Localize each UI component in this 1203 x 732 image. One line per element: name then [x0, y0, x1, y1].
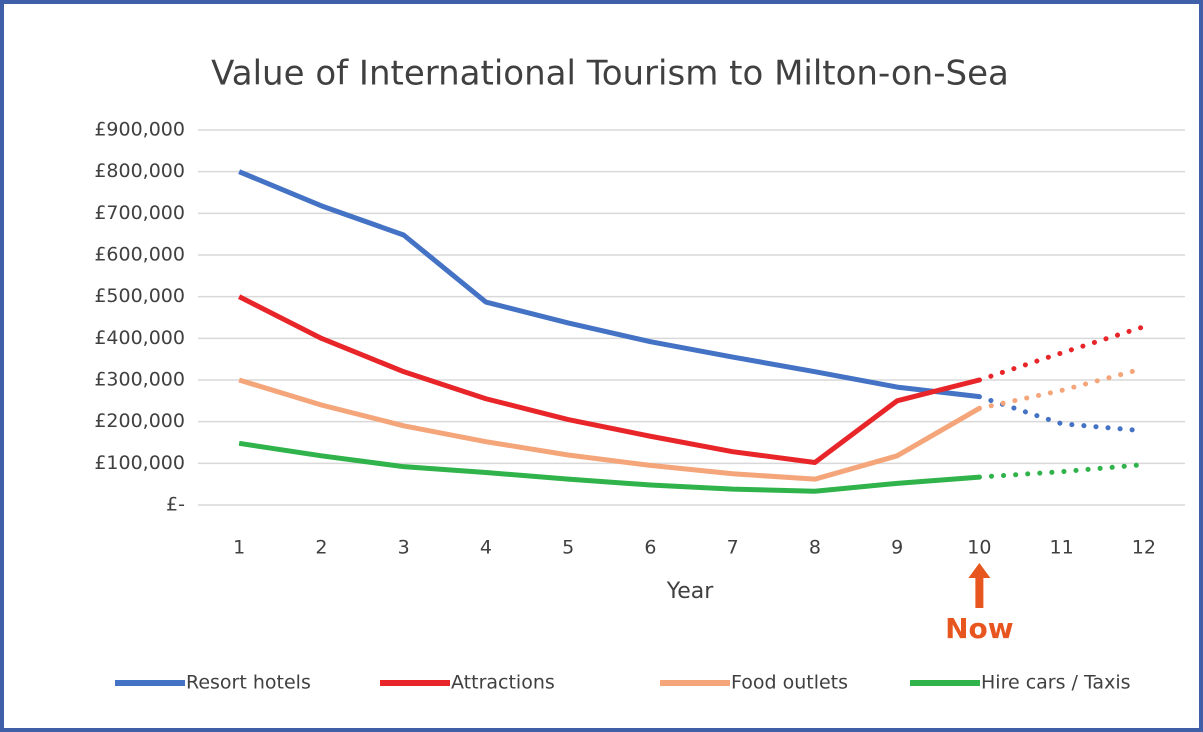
projected-line — [976, 462, 1147, 480]
x-tick-label: 7 — [727, 537, 739, 559]
annotation-arrow — [968, 563, 991, 608]
line — [238, 440, 980, 494]
legend-label: Resort hotels — [186, 672, 311, 694]
projected-line — [976, 394, 1147, 434]
x-tick-label: 8 — [809, 537, 821, 559]
x-tick-label: 12 — [1132, 537, 1156, 559]
legend-label: Attractions — [451, 672, 555, 694]
y-tick-label: £900,000 — [94, 119, 185, 141]
x-tick-label: 4 — [480, 537, 492, 559]
line — [237, 294, 980, 465]
y-tick-label: £100,000 — [94, 452, 185, 474]
chart-title: Value of International Tourism to Milton… — [211, 54, 1009, 94]
x-tick-label: 1 — [233, 537, 245, 559]
x-tick-label: 6 — [644, 537, 656, 559]
projected-line — [976, 365, 1147, 411]
y-tick-label: £500,000 — [94, 285, 185, 307]
x-tick-label: 3 — [398, 537, 410, 559]
x-tick-label: 11 — [1050, 537, 1074, 559]
x-tick-label: 5 — [562, 537, 574, 559]
y-tick-label: £300,000 — [94, 369, 185, 391]
projected-line — [976, 324, 1147, 383]
y-tick-label: £400,000 — [94, 327, 185, 349]
y-tick-label: £200,000 — [94, 410, 185, 432]
legend-label: Food outlets — [731, 672, 848, 694]
y-tick-label: £600,000 — [94, 244, 185, 266]
annotation-text: Now — [945, 612, 1014, 645]
x-tick-label: 10 — [967, 537, 991, 559]
line — [238, 377, 981, 482]
y-tick-label: £800,000 — [94, 160, 185, 182]
legend-label: Hire cars / Taxis — [981, 672, 1131, 694]
line — [238, 169, 980, 400]
x-tick-label: 9 — [891, 537, 903, 559]
y-tick-label: £- — [166, 494, 185, 516]
x-tick-label: 2 — [315, 537, 327, 559]
x-axis-label: Year — [666, 579, 715, 604]
y-tick-label: £700,000 — [94, 202, 185, 224]
